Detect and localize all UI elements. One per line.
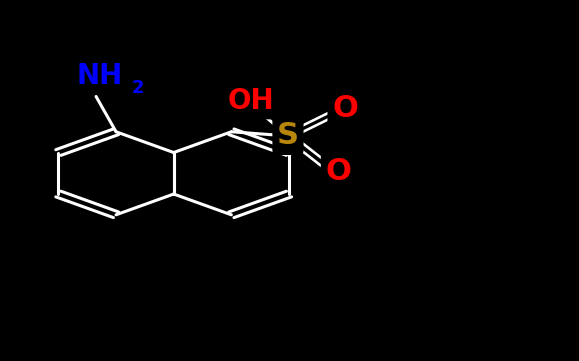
Text: 2: 2 [131,79,144,97]
Text: NH: NH [76,62,123,90]
Text: S: S [277,121,299,151]
Text: OH: OH [228,87,274,115]
Text: O: O [325,157,351,186]
Text: O: O [332,94,358,123]
